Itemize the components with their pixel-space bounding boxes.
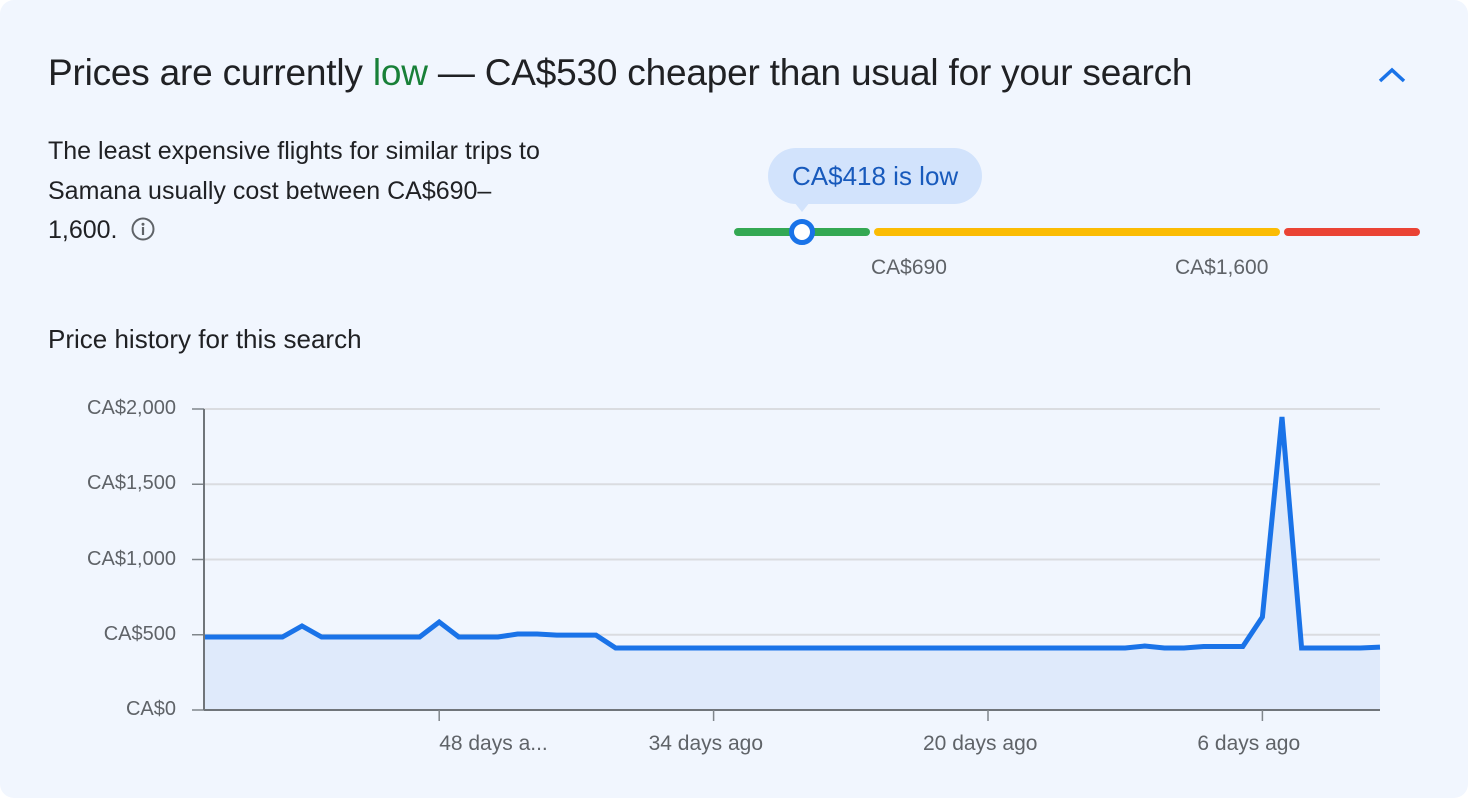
headline-suffix: — CA$530 cheaper than usual for your sea… [427,52,1193,93]
price-line [204,416,1381,651]
x-axis-label: 6 days ago [1197,732,1301,755]
low-threshold-label: CA$690 [871,256,947,279]
price-history-chart[interactable]: CA$0 CA$500 CA$1,000 CA$1,500 CA$2,000 48 da… [0,380,1468,780]
x-axis-label: 20 days ago [923,732,1038,755]
y-axis-label: CA$0 [125,698,176,720]
y-axis-label: CA$1,000 [87,547,176,570]
typical-price-description: The least expensive flights for similar … [48,132,548,255]
chart-plot-area[interactable] [0,380,1468,780]
high-range-bar [1284,228,1420,236]
bubble-tail [794,202,810,212]
price-area-fill [204,417,1380,710]
description-text: The least expensive flights for similar … [48,137,540,244]
y-axis-label: CA$500 [103,622,176,645]
current-price-marker [789,219,815,245]
x-axis-label: 34 days ago [648,732,764,755]
price-status-word: low [372,52,428,93]
y-axis-label: CA$1,500 [87,472,176,495]
price-status-headline: Prices are currently low — CA$530 cheape… [48,50,1192,96]
chevron-up-icon [1378,67,1406,83]
y-axis-label: CA$2,000 [87,397,176,419]
headline-prefix: Prices are currently [48,52,363,93]
price-range-gauge: CA$418 is low CA$690 CA$1,600 [730,140,1430,290]
chart-title: Price history for this search [48,324,362,354]
current-price-bubble: CA$418 is low [768,148,983,204]
typical-range-bar [874,228,1280,236]
high-threshold-label: CA$1,600 [1175,256,1269,279]
x-axis-label: 48 days a... [439,732,548,755]
collapse-button[interactable] [1368,55,1416,95]
info-icon[interactable] [130,215,156,255]
